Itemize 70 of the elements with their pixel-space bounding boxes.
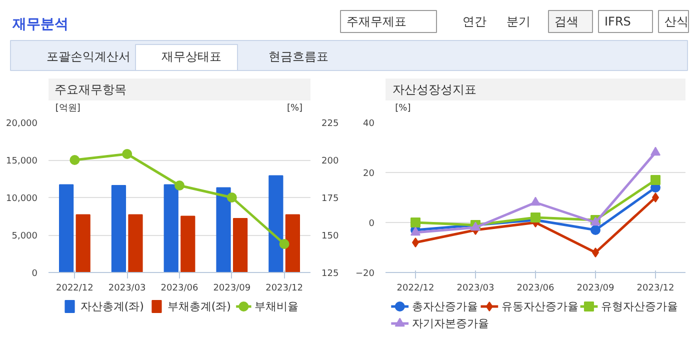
- x-tick-label: 2023/06: [516, 284, 554, 294]
- y-tick-label: 10,000: [6, 194, 38, 204]
- text: 포괄손익계산서: [46, 50, 130, 64]
- point: [650, 175, 660, 185]
- x-tick-label: 2023/03: [456, 284, 494, 294]
- text: 재무분석: [12, 16, 68, 32]
- y-tick-label: −20: [356, 269, 375, 279]
- legend-label: 자기자본증가율: [412, 317, 490, 330]
- point: [592, 248, 599, 258]
- text: 재무상태표: [162, 50, 222, 64]
- bar: [216, 187, 231, 272]
- y-axis-title: [억원]: [55, 104, 80, 114]
- y-tick-label: 40: [363, 119, 375, 129]
- point: [410, 218, 420, 228]
- point: [650, 146, 660, 156]
- y2-tick-label: 200: [322, 156, 339, 166]
- legend-label: 자산총계(좌): [80, 300, 144, 313]
- x-tick-label: 2022/12: [56, 284, 94, 294]
- point: [226, 192, 237, 202]
- y2-tick-label: 225: [322, 119, 339, 129]
- y2-tick-label: 175: [322, 194, 339, 204]
- x-tick-label: 2023/12: [636, 284, 674, 294]
- bar: [268, 175, 284, 272]
- text: 분기: [506, 14, 530, 28]
- bar: [285, 214, 300, 272]
- y-tick-label: 5,000: [12, 232, 38, 242]
- point: [279, 239, 290, 249]
- bar: [164, 184, 178, 272]
- text: IFRS: [604, 14, 631, 28]
- x-tick-label: 2022/12: [396, 284, 434, 294]
- x-tick-label: 2023/12: [266, 284, 303, 294]
- legend-label: 부채총계(좌): [167, 300, 231, 313]
- point: [530, 196, 540, 206]
- legend-label: 유형자산증가율: [601, 300, 678, 313]
- legend-label: 부채비율: [254, 300, 298, 313]
- point: [412, 238, 419, 248]
- y-tick-label: 20: [363, 169, 375, 179]
- y-tick-label: 0: [368, 219, 375, 229]
- x-tick-label: 2023/09: [576, 284, 614, 294]
- point: [530, 212, 540, 222]
- y2-tick-label: 125: [322, 269, 339, 279]
- chart-title: 주요재무항목: [54, 82, 127, 96]
- bar: [180, 216, 196, 272]
- point: [122, 149, 132, 159]
- text: 주재무제표: [346, 14, 406, 28]
- x-tick-label: 2023/06: [160, 284, 198, 294]
- y-tick-label: 0: [32, 269, 38, 279]
- chart-title: 자산성장성지표: [392, 82, 476, 96]
- bar: [128, 214, 143, 272]
- x-tick-label: 2023/09: [213, 284, 251, 294]
- bar: [76, 214, 90, 272]
- text: 현금흐름표: [268, 50, 328, 64]
- y-axis-title: [%]: [395, 104, 411, 114]
- text: 연간: [462, 14, 486, 28]
- legend-label: 유동자산증가율: [502, 300, 579, 313]
- y2-tick-label: 150: [322, 232, 339, 242]
- text: 산식: [664, 14, 688, 28]
- point: [590, 225, 600, 235]
- point: [70, 155, 80, 165]
- x-tick-label: 2023/03: [108, 284, 146, 294]
- point: [652, 192, 659, 202]
- y-tick-label: 15,000: [6, 156, 38, 166]
- text: 검색: [554, 14, 578, 28]
- y2-axis-title: [%]: [286, 104, 303, 114]
- y-tick-label: 20,000: [6, 119, 38, 129]
- legend-label: 총자산증가율: [412, 300, 478, 313]
- bar: [59, 184, 74, 272]
- bar: [232, 218, 248, 272]
- bar: [111, 185, 126, 272]
- point: [174, 180, 184, 190]
